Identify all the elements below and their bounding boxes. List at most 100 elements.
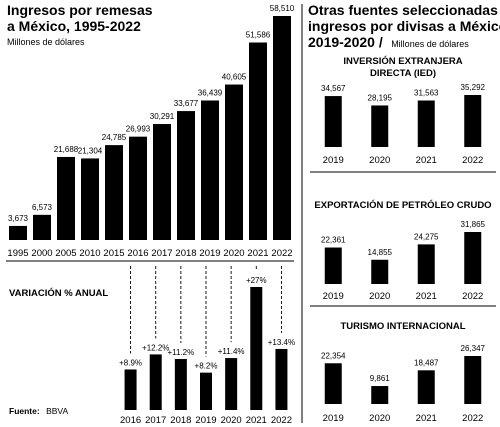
right-title-line-2: ingresos por divisas a México,: [308, 18, 500, 34]
variacion-bar-2017: [149, 354, 162, 410]
variacion-value-label-2022: +13.4%: [268, 338, 295, 347]
remesas-bar-2000: [33, 214, 51, 240]
variacion-bar-2016: [124, 369, 137, 410]
variacion-tick-label-2018: 2018: [170, 415, 191, 426]
ied-value-label-2020: 28,195: [368, 93, 393, 102]
variacion-tick-label-2019: 2019: [195, 415, 216, 426]
turismo-value-label-2022: 26,347: [461, 344, 486, 353]
variacion-value-label-2021: +27%: [246, 276, 267, 285]
petroleo-tick-label-2021: 2021: [416, 291, 437, 302]
remesas-value-label-2005: 21,688: [54, 145, 79, 154]
remesas-value-label-2020: 40,605: [222, 73, 247, 82]
remesas-value-label-2021: 51,586: [246, 31, 271, 40]
variation-chart: +8.9% 2016 +12.2% 2017 +11.2% 2018 +8.2% 2019 +1…: [119, 266, 295, 426]
remesas-bar-1995: [9, 225, 27, 240]
petroleo-bar-2021: [417, 244, 435, 284]
variacion-bar-2018: [174, 358, 187, 410]
ied-value-label-2022: 35,292: [461, 83, 486, 92]
remesas-value-label-2018: 33,677: [174, 99, 199, 108]
petroleo-bar-2019: [324, 247, 342, 284]
ied-bar-2020: [371, 105, 389, 147]
remesas-bar-2020: [225, 84, 243, 240]
turismo-chart: TURISMO INTERNACIONAL 22,354 2019 9,861 2020…: [321, 321, 486, 424]
ied-value-label-2021: 31,563: [414, 88, 439, 97]
variacion-tick-label-2017: 2017: [145, 415, 166, 426]
variacion-value-label-2016: +8.9%: [119, 358, 142, 367]
right-title-years: 2019-2020 /: [308, 34, 383, 50]
remesas-bar-2021: [249, 42, 267, 241]
turismo-bar-2019: [324, 363, 342, 404]
remesas-tick-label-1995: 1995: [7, 248, 28, 259]
variacion-value-label-2018: +11.2%: [167, 348, 194, 357]
variacion-tick-label-2016: 2016: [120, 415, 141, 426]
remesas-bar-2022: [273, 16, 291, 240]
variacion-value-label-2017: +12.2%: [142, 343, 169, 352]
ied-tick-label-2022: 2022: [462, 155, 483, 166]
remesas-bar-2019: [201, 100, 219, 240]
turismo-tick-label-2021: 2021: [416, 413, 437, 424]
ied-value-label-2019: 34,567: [321, 84, 346, 93]
remesas-value-label-2015: 24,785: [102, 133, 127, 142]
petroleo-value-label-2021: 24,275: [414, 232, 439, 241]
remesas-tick-label-2021: 2021: [247, 248, 268, 259]
left-subtitle: Millones de dólares: [7, 37, 85, 47]
remesas-tick-label-2020: 2020: [223, 248, 244, 259]
petroleo-bar-2022: [464, 232, 482, 284]
ied-tick-label-2021: 2021: [416, 155, 437, 166]
remesas-tick-label-2010: 2010: [79, 248, 100, 259]
right-title-line-1: Otras fuentes seleccionadas de: [308, 2, 500, 18]
remesas-value-label-2016: 26,993: [126, 125, 151, 134]
turismo-bar-2022: [464, 356, 482, 404]
petroleo-value-label-2019: 22,361: [321, 236, 346, 245]
remesas-bar-2015: [105, 145, 123, 240]
petroleo-value-label-2022: 31,865: [461, 220, 486, 229]
remesas-tick-label-2016: 2016: [127, 248, 148, 259]
petroleo-title-line-1: EXPORTACIÓN DE PETRÓLEO CRUDO: [314, 199, 491, 211]
remesas-value-label-2022: 58,510: [270, 4, 295, 13]
turismo-title-line-1: TURISMO INTERNACIONAL: [340, 321, 465, 332]
remesas-tick-label-2005: 2005: [55, 248, 76, 259]
remesas-tick-label-2017: 2017: [151, 248, 172, 259]
remesas-bar-2010: [81, 158, 99, 240]
ied-title-line-2: DIRECTA (IED): [370, 68, 436, 79]
source-value: BBVA: [46, 406, 68, 416]
ied-tick-label-2019: 2019: [323, 155, 344, 166]
ied-tick-label-2020: 2020: [369, 155, 390, 166]
variacion-value-label-2020: +11.4%: [218, 347, 245, 356]
remesas-value-label-2019: 36,439: [198, 88, 223, 97]
ied-bar-2021: [417, 100, 435, 147]
remesas-value-label-2017: 30,291: [150, 112, 175, 121]
remesas-bar-2017: [153, 124, 171, 240]
variation-title: VARIACIÓN % ANUAL: [9, 287, 108, 299]
right-title-unit: Millones de dólares: [391, 39, 469, 49]
ied-bar-2022: [464, 95, 482, 147]
turismo-tick-label-2022: 2022: [462, 413, 483, 424]
variacion-tick-label-2022: 2022: [271, 415, 292, 426]
turismo-bar-2020: [371, 386, 389, 404]
variacion-bar-2022: [275, 348, 288, 410]
left-title-line-2: a México, 1995-2022: [7, 18, 141, 34]
remesas-value-label-2000: 6,573: [32, 203, 53, 212]
source-line: Fuente: BBVA: [9, 406, 68, 416]
petroleo-chart: EXPORTACIÓN DE PETRÓLEO CRUDO 22,361 2019 1…: [314, 199, 491, 302]
variacion-bar-2020: [225, 358, 238, 410]
left-title-line-1: Ingresos por remesas: [7, 2, 153, 18]
variacion-tick-label-2020: 2020: [221, 415, 242, 426]
variacion-value-label-2019: +8.2%: [195, 362, 218, 371]
variacion-bar-2021: [250, 287, 263, 410]
remesas-tick-label-2015: 2015: [103, 248, 124, 259]
remesas-chart: 3,673 1995 6,573 2000 21,688 2005 21,304 2010 24…: [7, 4, 294, 259]
remesas-tick-label-2022: 2022: [271, 248, 292, 259]
turismo-tick-label-2020: 2020: [369, 413, 390, 424]
ied-title-line-1: INVERSIÓN EXTRANJERA: [343, 55, 462, 67]
petroleo-tick-label-2020: 2020: [369, 291, 390, 302]
remesas-value-label-1995: 3,673: [8, 214, 29, 223]
turismo-tick-label-2019: 2019: [323, 413, 344, 424]
remesas-tick-label-2018: 2018: [175, 248, 196, 259]
variacion-bar-2019: [200, 372, 212, 410]
turismo-bar-2021: [417, 370, 435, 404]
petroleo-value-label-2020: 14,855: [368, 248, 393, 257]
petroleo-bar-2020: [371, 259, 389, 284]
